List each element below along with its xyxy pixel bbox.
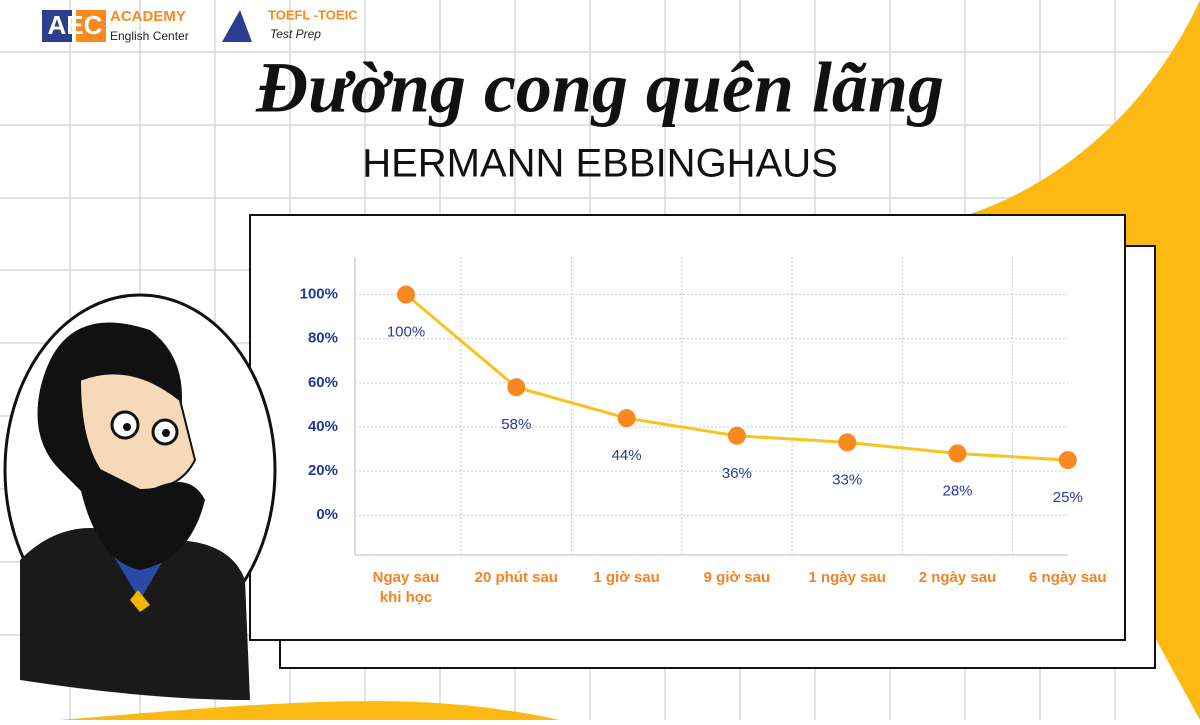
subtitle: HERMANN EBBINGHAUS (362, 142, 838, 186)
logo-mark: AEC (48, 10, 103, 40)
marker (948, 444, 967, 463)
x-tick-label-box: 20 phút sau (474, 569, 558, 586)
logo: AEC ACADEMY English Center TOEFL -TOEIC … (42, 7, 358, 43)
data-label: 44% (612, 447, 642, 464)
x-tick-label: 9 giờ sau (703, 569, 771, 586)
x-tick-label: Ngay sau khi học (372, 569, 440, 606)
x-tick-label: 6 ngày sau (1029, 569, 1107, 586)
x-tick-label-box: 1 ngày sau (808, 569, 886, 586)
marker (727, 426, 746, 445)
x-tick-label: 1 ngày sau (808, 569, 886, 586)
x-tick-label: 2 ngày sau (918, 569, 997, 586)
y-tick-label: 40% (308, 418, 338, 435)
y-tick-label: 60% (308, 374, 338, 391)
marker (617, 409, 636, 428)
y-tick-label: 20% (308, 462, 338, 479)
marker (397, 285, 415, 304)
title: Đường cong quên lãng (255, 48, 944, 128)
marker (507, 378, 526, 397)
yellow-shape (60, 701, 560, 720)
x-tick-label: 1 giờ sau (593, 569, 660, 586)
data-label: 58% (501, 416, 531, 433)
x-tick-label-box: Ngay sau khi học (372, 569, 440, 606)
y-tick-label: 0% (316, 506, 338, 523)
x-tick-label-box: 6 ngày sau (1029, 569, 1107, 586)
x-tick-label-box: 2 ngày sau (918, 569, 997, 586)
data-label: 100% (387, 323, 425, 340)
data-label: 36% (722, 465, 752, 482)
portrait (3, 293, 277, 700)
x-tick-label-box: 1 giờ sau (593, 569, 660, 586)
course-tagline: Test Prep (270, 27, 321, 41)
data-label: 33% (832, 471, 862, 488)
logo-name: ACADEMY (110, 8, 186, 25)
logo-tagline: English Center (110, 29, 189, 43)
data-label: 28% (942, 482, 972, 499)
x-tick-label: 20 phút sau (474, 569, 558, 586)
x-tick-label-box: 9 giờ sau (703, 569, 771, 586)
y-tick-label: 80% (308, 330, 338, 347)
data-label: 25% (1053, 489, 1083, 506)
y-tick-label: 100% (300, 285, 338, 302)
marker (838, 433, 857, 452)
course-name: TOEFL -TOEIC (268, 7, 358, 22)
marker (1058, 451, 1077, 470)
